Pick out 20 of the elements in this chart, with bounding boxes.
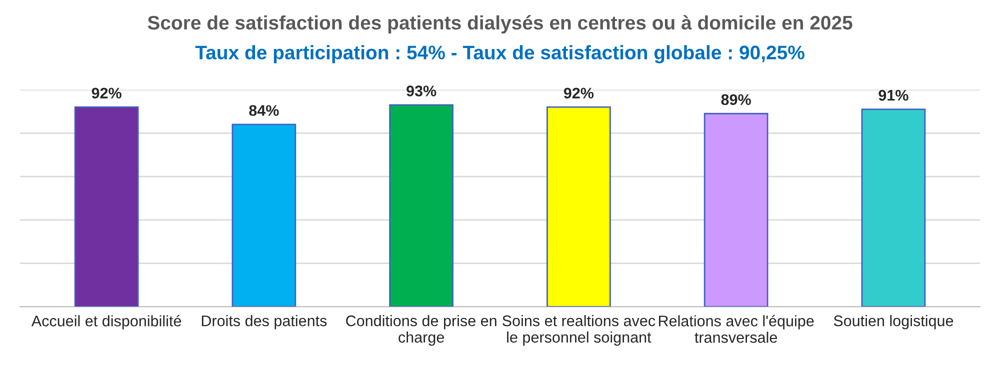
chart-subtitle: Taux de participation : 54% - Taux de satisfaction globale : 90,25% — [195, 45, 804, 64]
x-tick-label: Soins et realtions avec le personnel soignant — [502, 315, 656, 346]
data-label: 92% — [564, 88, 594, 99]
x-tick-label: Conditions de prise en charge — [346, 315, 496, 346]
data-label: 91% — [878, 90, 908, 101]
data-label: 93% — [406, 86, 436, 96]
x-tick-label: Accueil et disponibilité — [31, 315, 182, 330]
bar — [389, 104, 454, 307]
x-tick-label: Droits des patients — [202, 315, 327, 330]
bar — [704, 112, 768, 307]
chart-title: Score de satisfaction des patients dialysés en centres ou à domicile en 2025 — [148, 15, 852, 34]
data-label: 84% — [249, 105, 279, 116]
bar — [861, 108, 926, 307]
bar — [74, 106, 139, 307]
x-tick-label: Soutien logistique — [834, 315, 954, 330]
bar — [232, 124, 296, 307]
data-label: 89% — [721, 94, 751, 106]
bar — [546, 106, 611, 307]
data-label: 92% — [92, 88, 122, 99]
x-tick-label: Relations avec l'équipe transversale — [659, 315, 814, 343]
